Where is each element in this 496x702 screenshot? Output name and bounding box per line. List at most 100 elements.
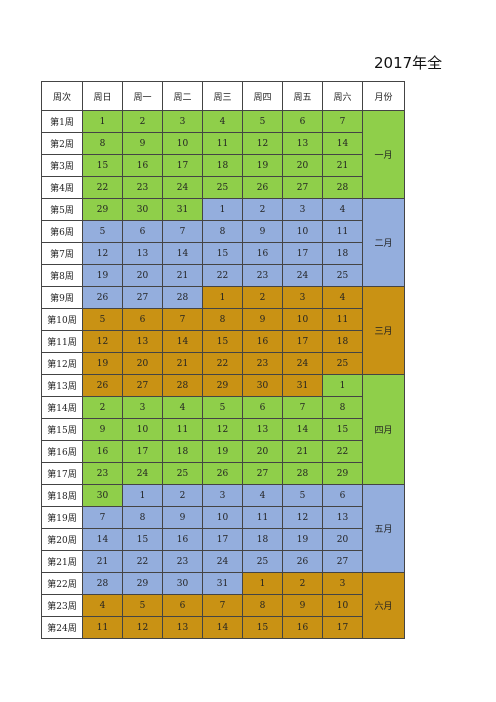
table-row: 第3周 15 16 17 18 19 20 21: [41, 154, 405, 177]
month-label: 一月: [362, 110, 405, 199]
week-label: 第22周: [41, 572, 83, 595]
day-cell: 14: [162, 330, 203, 353]
day-cell: 2: [242, 198, 283, 221]
day-cell: 5: [202, 396, 243, 419]
day-cell: 6: [122, 308, 163, 331]
day-cell: 12: [122, 616, 163, 639]
day-cell: 4: [242, 484, 283, 507]
day-cell: 18: [242, 528, 283, 551]
month-label: 四月: [362, 374, 405, 485]
day-cell: 4: [202, 110, 243, 133]
header-thursday: 周四: [242, 81, 283, 111]
day-cell: 17: [202, 528, 243, 551]
day-cell: 12: [242, 132, 283, 155]
day-cell: 30: [242, 374, 283, 397]
day-cell: 7: [282, 396, 323, 419]
week-label: 第8周: [41, 264, 83, 287]
day-cell: 5: [282, 484, 323, 507]
day-cell: 24: [122, 462, 163, 485]
table-row: 第12周 19 20 21 22 23 24 25: [41, 352, 405, 375]
day-cell: 5: [122, 594, 163, 617]
day-cell: 12: [282, 506, 323, 529]
week-label: 第5周: [41, 198, 83, 221]
day-cell: 11: [202, 132, 243, 155]
day-cell: 2: [82, 396, 123, 419]
week-label: 第13周: [41, 374, 83, 397]
day-cell: 18: [162, 440, 203, 463]
week-label: 第10周: [41, 308, 83, 331]
day-cell: 12: [82, 330, 123, 353]
day-cell: 2: [122, 110, 163, 133]
day-cell: 17: [162, 154, 203, 177]
day-cell: 13: [242, 418, 283, 441]
calendar-table: 周次 周日 周一 周二 周三 周四 周五 周六 月份 第1周 1 2 3 4 5 6 7 一月第…: [41, 81, 405, 639]
day-cell: 21: [162, 264, 203, 287]
day-cell: 28: [162, 286, 203, 309]
day-cell: 13: [162, 616, 203, 639]
day-cell: 1: [322, 374, 363, 397]
day-cell: 13: [122, 242, 163, 265]
header-friday: 周五: [282, 81, 323, 111]
header-wednesday: 周三: [202, 81, 243, 111]
day-cell: 19: [202, 440, 243, 463]
page-title: 2017年全: [374, 54, 443, 72]
day-cell: 19: [282, 528, 323, 551]
day-cell: 3: [202, 484, 243, 507]
day-cell: 1: [242, 572, 283, 595]
day-cell: 7: [162, 220, 203, 243]
day-cell: 1: [202, 286, 243, 309]
day-cell: 11: [162, 418, 203, 441]
day-cell: 20: [122, 264, 163, 287]
table-row: 第6周 5 6 7 8 9 10 11: [41, 220, 405, 243]
day-cell: 22: [122, 550, 163, 573]
table-row: 第24周 11 12 13 14 15 16 17: [41, 616, 405, 639]
day-cell: 10: [162, 132, 203, 155]
day-cell: 18: [322, 330, 363, 353]
day-cell: 7: [202, 594, 243, 617]
header-sunday: 周日: [82, 81, 123, 111]
day-cell: 27: [122, 286, 163, 309]
day-cell: 6: [242, 396, 283, 419]
day-cell: 27: [242, 462, 283, 485]
day-cell: 20: [242, 440, 283, 463]
day-cell: 4: [162, 396, 203, 419]
day-cell: 14: [162, 242, 203, 265]
table-row: 第22周 28 29 30 31 1 2 3 六月: [41, 572, 405, 639]
table-row: 第2周 8 9 10 11 12 13 14: [41, 132, 405, 155]
week-label: 第21周: [41, 550, 83, 573]
table-row: 第16周 16 17 18 19 20 21 22: [41, 440, 405, 463]
week-label: 第6周: [41, 220, 83, 243]
week-label: 第1周: [41, 110, 83, 133]
week-label: 第24周: [41, 616, 83, 639]
day-cell: 16: [242, 330, 283, 353]
day-cell: 14: [322, 132, 363, 155]
week-label: 第7周: [41, 242, 83, 265]
month-label: 五月: [362, 484, 405, 573]
week-label: 第23周: [41, 594, 83, 617]
table-row: 第17周 23 24 25 26 27 28 29: [41, 462, 405, 485]
day-cell: 23: [82, 462, 123, 485]
header-month: 月份: [362, 81, 405, 111]
day-cell: 29: [322, 462, 363, 485]
header-week: 周次: [41, 81, 83, 111]
day-cell: 11: [82, 616, 123, 639]
day-cell: 15: [122, 528, 163, 551]
day-cell: 15: [202, 242, 243, 265]
day-cell: 20: [322, 528, 363, 551]
day-cell: 26: [82, 374, 123, 397]
week-label: 第2周: [41, 132, 83, 155]
week-label: 第11周: [41, 330, 83, 353]
day-cell: 8: [202, 220, 243, 243]
day-cell: 13: [122, 330, 163, 353]
day-cell: 21: [162, 352, 203, 375]
table-row: 第11周 12 13 14 15 16 17 18: [41, 330, 405, 353]
day-cell: 4: [82, 594, 123, 617]
day-cell: 23: [242, 352, 283, 375]
table-row: 第8周 19 20 21 22 23 24 25: [41, 264, 405, 287]
day-cell: 19: [242, 154, 283, 177]
day-cell: 11: [322, 308, 363, 331]
table-row: 第20周 14 15 16 17 18 19 20: [41, 528, 405, 551]
week-label: 第12周: [41, 352, 83, 375]
table-row: 第21周 21 22 23 24 25 26 27: [41, 550, 405, 573]
day-cell: 26: [202, 462, 243, 485]
